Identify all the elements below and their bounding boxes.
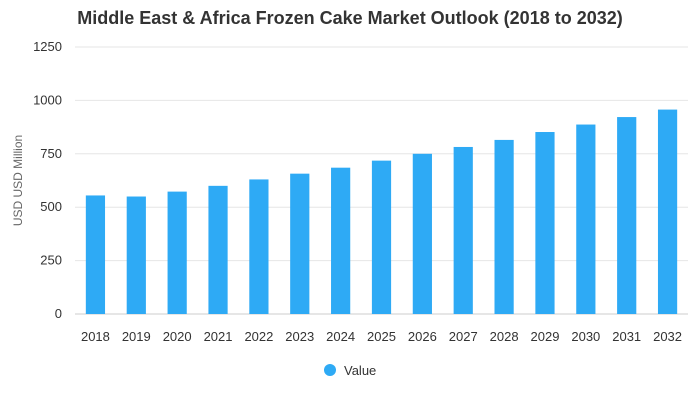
x-tick-label: 2031 bbox=[612, 329, 641, 344]
bar bbox=[331, 167, 351, 314]
x-tick-label: 2021 bbox=[204, 329, 233, 344]
x-tick-label: 2020 bbox=[163, 329, 192, 344]
bar bbox=[576, 124, 596, 314]
chart-title: Middle East & Africa Frozen Cake Market … bbox=[77, 8, 623, 28]
y-tick-label: 0 bbox=[55, 306, 62, 321]
bar bbox=[290, 173, 310, 314]
y-axis-title: USD USD Million bbox=[11, 135, 25, 226]
bar bbox=[167, 191, 187, 314]
bar bbox=[85, 195, 106, 314]
y-tick-label: 1000 bbox=[33, 92, 62, 107]
x-tick-label: 2025 bbox=[367, 329, 396, 344]
bar bbox=[126, 196, 146, 314]
bar bbox=[657, 109, 678, 314]
y-tick-label: 1250 bbox=[33, 39, 62, 54]
legend-label: Value bbox=[344, 363, 376, 378]
x-tick-label: 2023 bbox=[285, 329, 314, 344]
bar bbox=[494, 139, 514, 314]
x-tick-label: 2022 bbox=[244, 329, 273, 344]
bar bbox=[371, 160, 392, 314]
x-tick-label: 2019 bbox=[122, 329, 151, 344]
bar bbox=[535, 132, 555, 314]
x-tick-label: 2032 bbox=[653, 329, 682, 344]
bar bbox=[249, 179, 269, 314]
x-tick-label: 2029 bbox=[531, 329, 560, 344]
y-tick-label: 500 bbox=[40, 199, 62, 214]
x-tick-label: 2018 bbox=[81, 329, 110, 344]
x-tick-label: 2024 bbox=[326, 329, 355, 344]
x-tick-label: 2028 bbox=[490, 329, 519, 344]
bar bbox=[412, 153, 432, 314]
x-tick-label: 2030 bbox=[571, 329, 600, 344]
y-tick-label: 250 bbox=[40, 253, 62, 268]
x-tick-label: 2026 bbox=[408, 329, 437, 344]
x-tick-label: 2027 bbox=[449, 329, 478, 344]
bar bbox=[617, 117, 637, 315]
bar bbox=[453, 146, 473, 314]
bar bbox=[208, 185, 228, 314]
legend-marker bbox=[324, 364, 336, 376]
y-tick-label: 750 bbox=[40, 146, 62, 161]
